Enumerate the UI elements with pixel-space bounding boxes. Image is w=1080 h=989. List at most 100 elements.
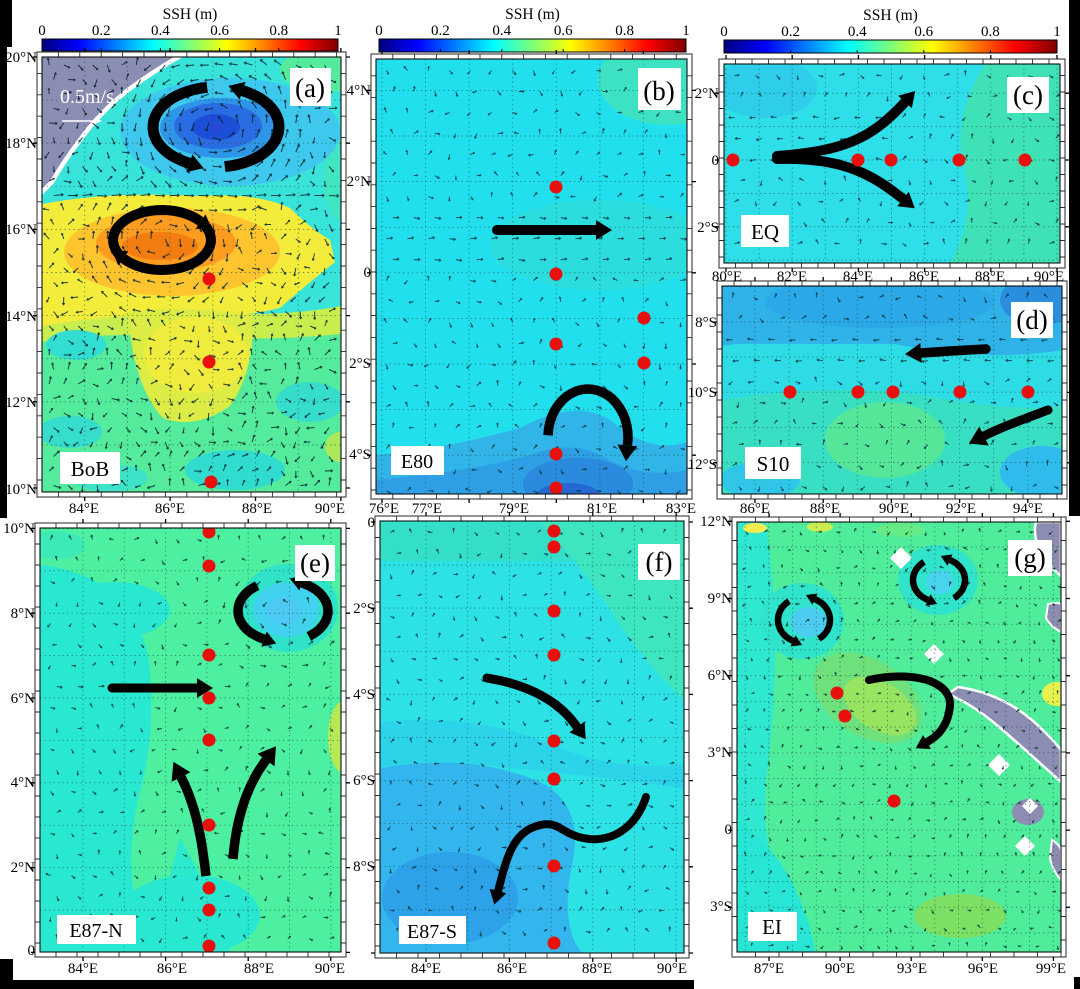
svg-text:2°N: 2°N [347, 174, 371, 190]
svg-text:0.6: 0.6 [554, 23, 573, 39]
svg-text:90°E: 90°E [879, 501, 909, 517]
svg-text:0.8: 0.8 [981, 24, 1000, 40]
svg-text:SSH (m): SSH (m) [505, 6, 560, 23]
svg-text:79°E: 79°E [499, 501, 529, 517]
svg-text:10°S: 10°S [688, 385, 717, 401]
svg-text:94°E: 94°E [1013, 501, 1043, 517]
svg-text:86°E: 86°E [157, 961, 187, 977]
svg-text:(e): (e) [300, 548, 330, 578]
svg-text:(c): (c) [1013, 80, 1043, 110]
svg-text:3°S: 3°S [710, 899, 732, 915]
svg-text:E87-N: E87-N [69, 920, 122, 942]
svg-text:0: 0 [375, 23, 383, 39]
svg-text:(f): (f) [646, 547, 673, 577]
svg-text:1: 1 [682, 23, 690, 39]
svg-text:2°S: 2°S [349, 356, 371, 372]
svg-text:(g): (g) [1014, 543, 1045, 573]
svg-text:(d): (d) [1016, 305, 1047, 335]
svg-text:0.8: 0.8 [615, 23, 634, 39]
svg-text:88°E: 88°E [975, 269, 1005, 285]
svg-text:0.6: 0.6 [914, 24, 933, 40]
svg-text:80°E: 80°E [712, 269, 742, 285]
svg-text:0: 0 [368, 515, 376, 531]
svg-text:2°N: 2°N [11, 860, 35, 876]
svg-text:0.5m/s: 0.5m/s [60, 86, 114, 108]
svg-text:90°E: 90°E [315, 961, 345, 977]
svg-text:81°E: 81°E [587, 501, 617, 517]
svg-text:0: 0 [38, 23, 46, 39]
svg-text:92°E: 92°E [946, 501, 976, 517]
svg-text:4°S: 4°S [349, 447, 371, 463]
svg-text:88°E: 88°E [244, 961, 274, 977]
svg-text:6°S: 6°S [353, 773, 375, 789]
svg-text:99°E: 99°E [1036, 961, 1066, 977]
svg-text:8°S: 8°S [353, 859, 375, 875]
svg-text:14°N: 14°N [5, 309, 37, 325]
svg-text:EQ: EQ [751, 220, 779, 244]
svg-text:0: 0 [712, 153, 720, 169]
svg-text:12°S: 12°S [688, 457, 717, 473]
svg-text:4°N: 4°N [347, 83, 371, 99]
svg-text:SSH (m): SSH (m) [863, 7, 918, 24]
svg-text:86°E: 86°E [740, 501, 770, 517]
svg-text:84°E: 84°E [68, 961, 98, 977]
svg-text:6°N: 6°N [708, 668, 732, 684]
svg-text:2°S: 2°S [697, 220, 719, 236]
svg-text:0.2: 0.2 [92, 23, 111, 39]
svg-text:0.8: 0.8 [269, 23, 288, 39]
svg-text:0.4: 0.4 [848, 24, 867, 40]
svg-text:SSH (m): SSH (m) [163, 6, 218, 23]
svg-text:E87-S: E87-S [407, 921, 457, 943]
svg-text:(b): (b) [643, 76, 674, 106]
svg-text:4°S: 4°S [353, 687, 375, 703]
svg-text:83°E: 83°E [666, 501, 696, 517]
svg-text:EI: EI [762, 915, 782, 939]
svg-text:0: 0 [725, 822, 733, 838]
svg-text:86°E: 86°E [155, 501, 185, 517]
svg-text:88°E: 88°E [810, 501, 840, 517]
svg-text:0.2: 0.2 [781, 24, 800, 40]
svg-text:0: 0 [720, 24, 728, 40]
svg-text:0.4: 0.4 [151, 23, 170, 39]
svg-text:82°E: 82°E [777, 269, 807, 285]
svg-text:1: 1 [1053, 24, 1061, 40]
svg-text:1: 1 [334, 23, 342, 39]
svg-text:96°E: 96°E [968, 961, 998, 977]
svg-text:84°E: 84°E [411, 961, 441, 977]
svg-text:90°E: 90°E [1034, 269, 1064, 285]
svg-text:16°N: 16°N [5, 222, 37, 238]
svg-text:BoB: BoB [71, 457, 110, 481]
svg-text:84°E: 84°E [69, 501, 99, 517]
svg-text:10°N: 10°N [3, 521, 35, 537]
svg-text:86°E: 86°E [909, 269, 939, 285]
svg-text:0: 0 [28, 943, 36, 959]
svg-text:18°N: 18°N [5, 136, 37, 152]
svg-text:2°N: 2°N [695, 86, 719, 102]
svg-text:S10: S10 [757, 452, 790, 476]
svg-text:88°E: 88°E [582, 961, 612, 977]
svg-text:12°N: 12°N [700, 514, 732, 530]
svg-text:90°E: 90°E [315, 501, 345, 517]
svg-text:(a): (a) [295, 73, 325, 103]
svg-text:0.2: 0.2 [431, 23, 450, 39]
svg-text:8°S: 8°S [695, 315, 717, 331]
svg-text:9°N: 9°N [708, 591, 732, 607]
svg-text:E80: E80 [401, 451, 433, 473]
svg-text:0.6: 0.6 [210, 23, 229, 39]
svg-text:10°N: 10°N [5, 482, 37, 498]
svg-text:76°E: 76°E [369, 501, 399, 517]
svg-text:6°N: 6°N [11, 691, 35, 707]
svg-text:77°E: 77°E [412, 501, 442, 517]
svg-text:88°E: 88°E [242, 501, 272, 517]
svg-text:12°N: 12°N [5, 395, 37, 411]
svg-text:86°E: 86°E [497, 961, 527, 977]
svg-text:0.4: 0.4 [492, 23, 511, 39]
svg-text:4°N: 4°N [11, 775, 35, 791]
svg-text:3°N: 3°N [708, 745, 732, 761]
svg-text:84°E: 84°E [843, 269, 873, 285]
svg-text:0: 0 [364, 265, 372, 281]
svg-text:8°N: 8°N [11, 606, 35, 622]
svg-text:90°E: 90°E [825, 961, 855, 977]
svg-text:93°E: 93°E [897, 961, 927, 977]
svg-text:90°E: 90°E [657, 961, 687, 977]
